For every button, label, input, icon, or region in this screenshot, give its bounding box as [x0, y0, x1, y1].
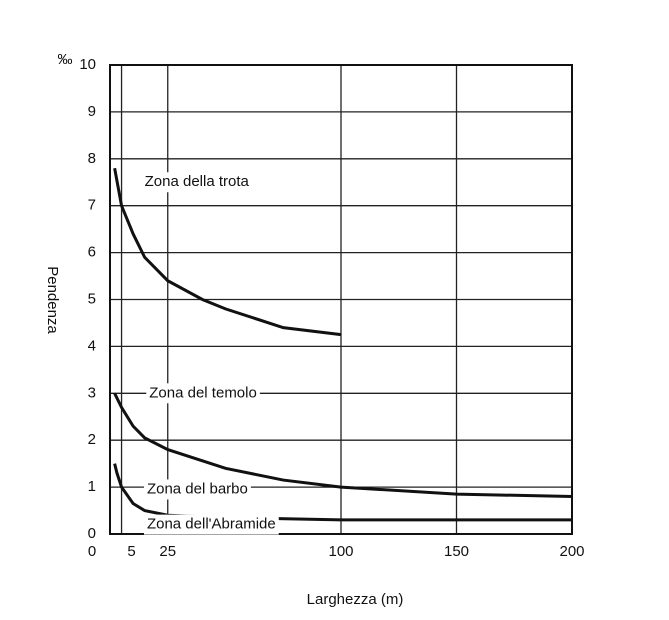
- line-series: [113, 392, 573, 498]
- y-tick-label: 7: [88, 197, 96, 214]
- x-axis-label: Larghezza (m): [307, 591, 404, 608]
- x-tick-label: 5: [127, 543, 135, 560]
- line-series: [113, 167, 342, 337]
- y-tick-label: 4: [88, 337, 96, 354]
- annotation-bg: [143, 514, 279, 535]
- y-tick-label: 5: [88, 290, 96, 307]
- x-tick-label: 100: [328, 543, 353, 560]
- annotation-bg: [146, 383, 260, 404]
- x-tick-label: 25: [159, 543, 176, 560]
- y-tick-label: 1: [88, 478, 96, 495]
- annotation: Zona dell'Abramide: [147, 516, 276, 533]
- annotation-bg: [143, 479, 251, 500]
- y-tick-label: 6: [88, 244, 96, 261]
- y-unit: ‰: [58, 51, 73, 68]
- y-tick-label: 3: [88, 384, 96, 401]
- x-tick-label: 0: [88, 543, 96, 560]
- annotation: Zona del barbo: [147, 480, 248, 497]
- annotation: Zona della trota: [145, 173, 250, 190]
- line-series: [113, 463, 572, 522]
- y-tick-label: 9: [88, 103, 96, 120]
- annotation-bg: [141, 172, 252, 193]
- y-tick-label: 2: [88, 431, 96, 448]
- x-tick-label: 150: [444, 543, 469, 560]
- plot-frame: [109, 64, 573, 535]
- y-tick-label: 10: [79, 56, 96, 73]
- y-axis-label: Pendenza: [44, 266, 61, 334]
- y-tick-label: 8: [88, 150, 96, 167]
- annotation: Zona del temolo: [149, 384, 257, 401]
- y-tick-label: 0: [88, 525, 96, 542]
- x-tick-label: 200: [559, 543, 584, 560]
